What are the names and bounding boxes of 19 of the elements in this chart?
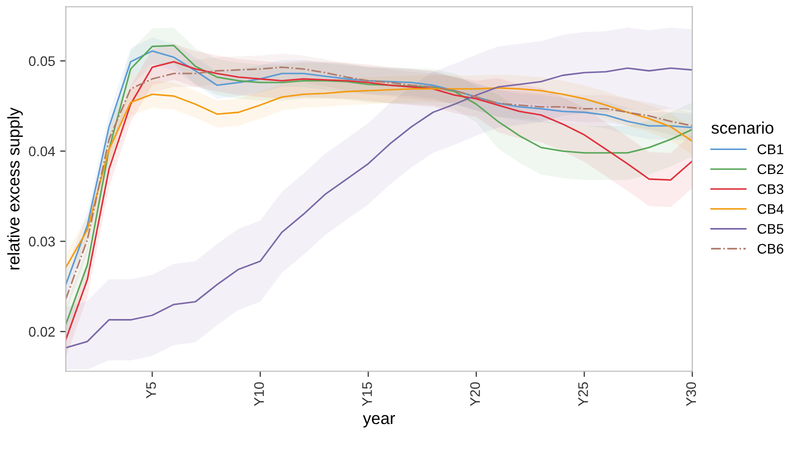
x-tick-label: Y20 <box>470 382 480 406</box>
x-axis-title: year <box>362 415 395 428</box>
y-axis-title: relative excess supply <box>7 108 23 270</box>
legend-label: CB6 <box>758 244 784 254</box>
y-tick-label: 0.03 <box>28 236 55 246</box>
legend-label: CB1 <box>758 144 784 154</box>
x-tick-label: Y10 <box>254 382 264 406</box>
legend-title: scenario <box>712 122 774 134</box>
legend-label: CB4 <box>758 204 784 214</box>
x-tick-label: Y15 <box>362 382 372 406</box>
y-tick-label: 0.02 <box>28 326 55 337</box>
x-tick-label: Y25 <box>578 382 588 406</box>
y-tick-label: 0.05 <box>28 56 55 66</box>
legend-label: CB5 <box>758 224 784 234</box>
x-tick-label: Y30 <box>686 382 696 406</box>
x-tick-label: Y5 <box>146 382 156 398</box>
legend-label: CB3 <box>758 184 784 194</box>
legend-label: CB2 <box>758 164 784 174</box>
y-tick-label: 0.04 <box>28 146 55 156</box>
